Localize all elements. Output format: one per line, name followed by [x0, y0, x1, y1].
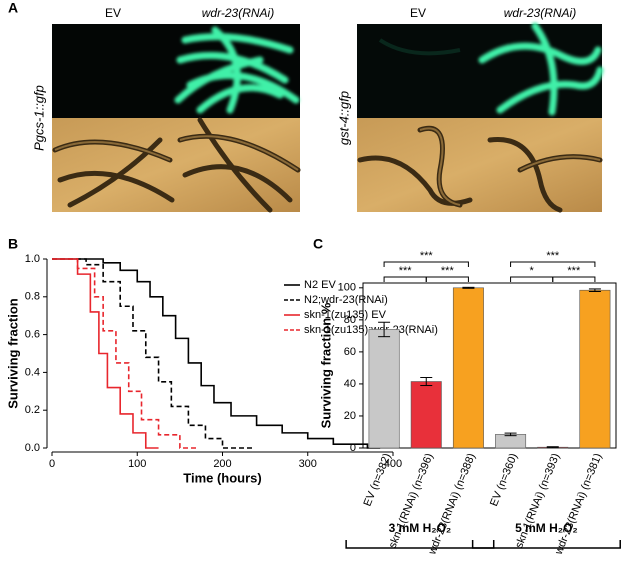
significance-label: *** [399, 265, 413, 277]
significance-label: * [530, 265, 535, 277]
x-tick-label: 400 [384, 458, 402, 470]
bar [452, 287, 484, 449]
y-tick-label: 0.2 [25, 404, 40, 416]
panel-label: A [8, 0, 18, 16]
column-label: wdr-23(RNAi) [202, 6, 274, 20]
y-tick-label: 0.4 [25, 366, 40, 378]
y-axis-label: Surviving fraction % [318, 302, 333, 428]
y-tick-label: 0.8 [25, 291, 40, 303]
column-label: EV [410, 6, 426, 20]
significance-bracket [425, 276, 469, 282]
survival-curve [52, 258, 197, 449]
bar [495, 434, 527, 449]
group-label: 5 mM H₂O₂ [515, 521, 578, 535]
panel-label: B [8, 236, 18, 252]
x-tick-label: wdr-23(RNAi) (n=388) [426, 452, 478, 557]
bar [368, 329, 400, 449]
micrographs [52, 22, 604, 213]
significance-bracket [510, 276, 554, 282]
row-label: Pgcs-1::gfp [31, 85, 46, 151]
significance-bracket [383, 261, 469, 267]
significance-bracket [383, 276, 427, 282]
x-tick-label: wdr-23(RNAi) (n=381) [552, 452, 604, 557]
significance-label: *** [441, 265, 455, 277]
significance-label: *** [546, 250, 560, 262]
y-tick-label: 0.6 [25, 329, 40, 341]
legend-label: skn-1(zu135) EV [304, 309, 387, 321]
survival-curve [52, 258, 253, 449]
x-tick-label: skn-1(RNAi) (n=393) [513, 452, 562, 550]
y-tick-label: 80 [344, 314, 356, 326]
y-tick-label: 1.0 [25, 253, 40, 265]
column-label: wdr-23(RNAi) [504, 6, 576, 20]
x-tick-label: EV (n=360) [488, 452, 520, 508]
panel-c: C 0 20 40 60 80 100 Surviving fraction % EV (n=3… [313, 236, 621, 557]
legend-label: N2 EV [304, 279, 336, 291]
column-label: EV [105, 6, 121, 20]
significance-bracket [552, 276, 596, 282]
y-tick-label: 20 [344, 410, 356, 422]
x-tick-label: 0 [49, 458, 55, 470]
y-tick-label: 60 [344, 346, 356, 358]
significance-label: *** [420, 250, 434, 262]
x-tick-label: 100 [128, 458, 146, 470]
survival-curve [52, 258, 159, 449]
y-tick-label: 0.0 [25, 442, 40, 454]
significance-bracket [510, 261, 596, 267]
group-bracket [471, 540, 621, 549]
plot-frame [362, 282, 617, 449]
panel-label: C [313, 236, 323, 252]
y-tick-label: 0 [350, 442, 356, 454]
significance-label: *** [567, 265, 581, 277]
group-bracket [345, 540, 495, 549]
y-tick-label: 40 [344, 378, 356, 390]
y-axis-label: Surviving fraction [5, 298, 20, 409]
bar [410, 381, 442, 449]
x-tick-label: 200 [213, 458, 231, 470]
bar [579, 289, 611, 449]
legend-label: N2;wdr-23(RNAi) [304, 294, 388, 306]
x-axis-label: Time (hours) [183, 470, 262, 485]
y-tick-label: 100 [338, 282, 356, 294]
x-tick-label: EV (n=382) [361, 452, 393, 508]
group-label: 3 mM H₂O₂ [389, 521, 452, 535]
x-tick-label: 300 [299, 458, 317, 470]
survival-curve [52, 258, 381, 449]
row-label: gst-4::gfp [336, 91, 351, 145]
